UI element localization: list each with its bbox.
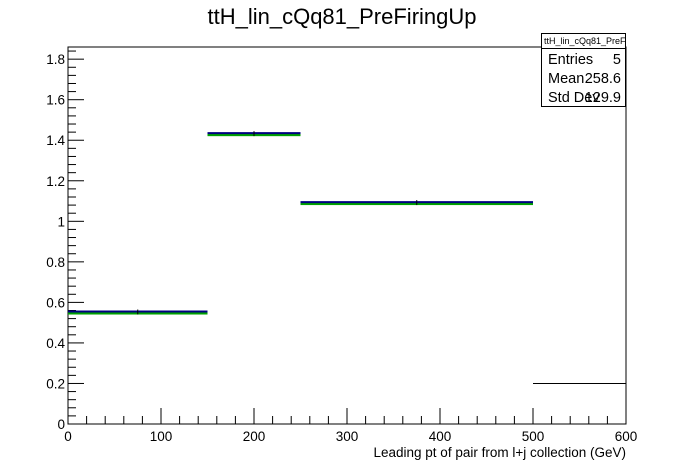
x-tick-label: 0 [64,429,72,444]
x-axis: 0 100 200 300 400 500 600 [64,408,637,444]
y-tick-label: 0.8 [46,255,65,270]
x-tick-label: 500 [522,429,545,444]
stats-value: 129.9 [584,90,621,106]
stats-row-mean: Mean 258.6 [548,70,621,89]
stats-row-entries: Entries 5 [548,51,621,70]
x-tick-label: 300 [336,429,359,444]
histogram-bins [68,131,626,384]
y-tick-label: 1.2 [46,174,65,189]
x-tick-label: 600 [615,429,638,444]
y-tick-label: 0.6 [46,295,65,310]
stats-box: ttH_lin_cQq81_PreFiringUp Entries 5 Mean… [541,33,626,107]
x-tick-label: 200 [243,429,266,444]
x-axis-label: Leading pt of pair from l+j collection (… [374,445,627,460]
stats-value: 5 [612,52,621,68]
y-tick-label: 1.4 [46,133,65,148]
stats-label: Entries [548,52,594,68]
stats-label: Std Dev [548,90,600,106]
y-tick-label: 1.8 [46,52,65,67]
y-tick-label: 0 [57,417,65,432]
histogram-bin [207,131,301,137]
histogram-bin [300,200,533,206]
stats-title: ttH_lin_cQq81_PreFiringUp [542,34,625,49]
stats-value: 258.6 [584,71,621,87]
stats-label: Mean [548,71,585,87]
y-tick-label: 1 [57,214,65,229]
x-tick-label: 100 [150,429,173,444]
y-axis: 0 0.2 0.4 0.6 0.8 1 1.2 1.4 1.6 1.8 [46,50,84,432]
y-tick-label: 0.2 [46,376,65,391]
chart-title: ttH_lin_cQq81_PreFiringUp [207,4,476,29]
y-tick-label: 1.6 [46,93,65,108]
x-tick-label: 400 [429,429,452,444]
histogram-bin [68,309,208,315]
stats-row-stddev: Std Dev 129.9 [548,89,621,108]
y-tick-label: 0.4 [46,336,65,351]
